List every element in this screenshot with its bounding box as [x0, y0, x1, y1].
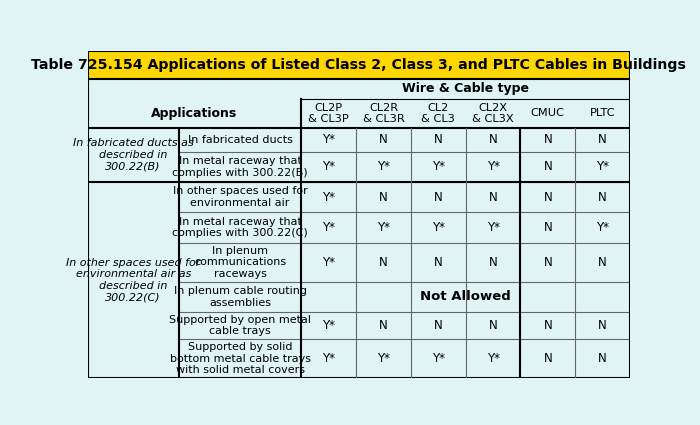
- Text: N: N: [489, 319, 498, 332]
- Text: N: N: [434, 191, 442, 204]
- Text: N: N: [379, 133, 388, 146]
- Text: N: N: [598, 352, 607, 365]
- Text: In metal raceway that
complies with 300.22(B): In metal raceway that complies with 300.…: [172, 156, 308, 178]
- Text: N: N: [543, 133, 552, 146]
- Text: N: N: [543, 161, 552, 173]
- Text: Applications: Applications: [151, 107, 237, 120]
- Text: Y*: Y*: [322, 256, 335, 269]
- Text: In metal raceway that
complies with 300.22(C): In metal raceway that complies with 300.…: [172, 217, 308, 238]
- Text: CL2X
& CL3X: CL2X & CL3X: [473, 102, 514, 124]
- Text: N: N: [543, 352, 552, 365]
- Text: In fabricated ducts: In fabricated ducts: [188, 135, 293, 145]
- Text: Y*: Y*: [322, 319, 335, 332]
- Text: N: N: [598, 191, 607, 204]
- Text: N: N: [379, 256, 388, 269]
- Text: N: N: [489, 133, 498, 146]
- Text: N: N: [598, 133, 607, 146]
- Text: Not Allowed: Not Allowed: [420, 290, 511, 303]
- Text: In fabricated ducts as
described in
300.22(B): In fabricated ducts as described in 300.…: [73, 139, 194, 172]
- Text: In plenum cable routing
assemblies: In plenum cable routing assemblies: [174, 286, 307, 308]
- Bar: [88, 51, 630, 79]
- Text: Y*: Y*: [322, 221, 335, 234]
- Text: N: N: [434, 133, 442, 146]
- Text: N: N: [379, 319, 388, 332]
- Text: Y*: Y*: [322, 161, 335, 173]
- Text: CL2R
& CL3R: CL2R & CL3R: [363, 102, 405, 124]
- Text: CL2
& CL3: CL2 & CL3: [421, 102, 455, 124]
- Text: Y*: Y*: [432, 221, 444, 234]
- Text: Y*: Y*: [322, 191, 335, 204]
- Text: Supported by solid
bottom metal cable trays
with solid metal covers: Supported by solid bottom metal cable tr…: [169, 342, 311, 375]
- Text: N: N: [489, 191, 498, 204]
- Text: Y*: Y*: [322, 133, 335, 146]
- Text: N: N: [434, 256, 442, 269]
- Text: N: N: [598, 319, 607, 332]
- Text: Y*: Y*: [432, 161, 444, 173]
- Text: N: N: [543, 319, 552, 332]
- Text: Table 725.154 Applications of Listed Class 2, Class 3, and PLTC Cables in Buildi: Table 725.154 Applications of Listed Cla…: [32, 58, 686, 72]
- Text: Y*: Y*: [486, 221, 500, 234]
- Text: In plenum
communications
raceways: In plenum communications raceways: [194, 246, 286, 279]
- Text: N: N: [489, 256, 498, 269]
- Text: Y*: Y*: [596, 161, 609, 173]
- Text: CMUC: CMUC: [531, 108, 565, 119]
- Text: Y*: Y*: [596, 221, 609, 234]
- Text: N: N: [543, 221, 552, 234]
- Text: N: N: [379, 191, 388, 204]
- Text: In other spaces used for
environmental air: In other spaces used for environmental a…: [173, 187, 307, 208]
- Text: CL2P
& CL3P: CL2P & CL3P: [309, 102, 349, 124]
- Text: Y*: Y*: [432, 352, 444, 365]
- Text: PLTC: PLTC: [590, 108, 615, 119]
- Text: Y*: Y*: [322, 352, 335, 365]
- Text: Y*: Y*: [377, 161, 390, 173]
- Text: Y*: Y*: [377, 352, 390, 365]
- Text: Y*: Y*: [486, 352, 500, 365]
- Text: In other spaces used for
environmental air as
described in
300.22(C): In other spaces used for environmental a…: [66, 258, 200, 303]
- Text: N: N: [543, 191, 552, 204]
- Text: Y*: Y*: [486, 161, 500, 173]
- Text: Wire & Cable type: Wire & Cable type: [402, 82, 529, 95]
- Text: Y*: Y*: [377, 221, 390, 234]
- Text: N: N: [598, 256, 607, 269]
- Text: Supported by open metal
cable trays: Supported by open metal cable trays: [169, 315, 312, 337]
- Text: N: N: [434, 319, 442, 332]
- Text: N: N: [543, 256, 552, 269]
